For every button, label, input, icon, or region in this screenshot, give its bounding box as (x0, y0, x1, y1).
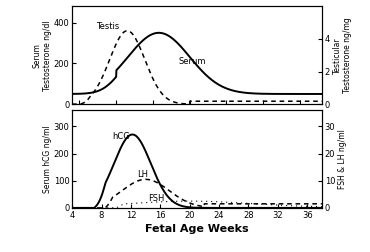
Y-axis label: Serum hCG ng/ml: Serum hCG ng/ml (43, 125, 52, 193)
X-axis label: Fetal Age Weeks: Fetal Age Weeks (145, 224, 249, 234)
Text: FSH: FSH (148, 194, 164, 203)
Text: Testis: Testis (96, 22, 119, 31)
Y-axis label: Serum
Testosterone ng/dl: Serum Testosterone ng/dl (33, 20, 52, 90)
Text: LH: LH (137, 170, 148, 179)
Text: hCG: hCG (112, 132, 130, 141)
Y-axis label: FSH & LH ng/ml: FSH & LH ng/ml (338, 129, 347, 189)
Y-axis label: Testicular
Testosterone ng/mg: Testicular Testosterone ng/mg (333, 17, 352, 93)
Text: Serum: Serum (179, 57, 206, 67)
